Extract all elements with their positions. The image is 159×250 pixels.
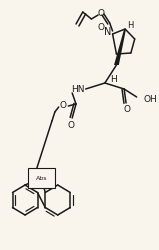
Text: H: H (127, 22, 133, 30)
Text: Abs: Abs (36, 176, 47, 180)
Polygon shape (114, 29, 126, 65)
Text: HN: HN (71, 84, 85, 94)
Text: O: O (97, 8, 104, 18)
Text: N: N (104, 27, 111, 37)
Text: O: O (124, 106, 131, 114)
Text: O: O (97, 22, 104, 32)
Text: O: O (59, 100, 66, 110)
Text: OH: OH (143, 96, 157, 104)
Text: O: O (68, 120, 75, 130)
Text: H: H (110, 74, 117, 84)
